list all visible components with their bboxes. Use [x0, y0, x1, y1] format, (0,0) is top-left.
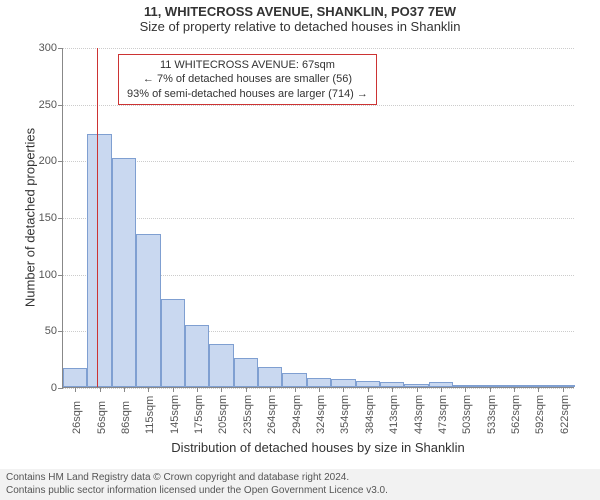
- x-tick: [75, 387, 76, 392]
- y-tick: [58, 275, 63, 276]
- y-tick-label: 100: [17, 269, 57, 281]
- x-tick: [197, 387, 198, 392]
- x-tick: [343, 387, 344, 392]
- x-tick-label: 56sqm: [96, 401, 108, 434]
- bar: [161, 299, 185, 387]
- x-tick-label: 205sqm: [217, 395, 229, 434]
- y-tick: [58, 218, 63, 219]
- y-tick: [58, 388, 63, 389]
- annotation-box: 11 WHITECROSS AVENUE: 67sqm← 7% of detac…: [118, 54, 377, 105]
- x-tick-label: 324sqm: [315, 395, 327, 434]
- bar: [112, 158, 136, 387]
- x-tick-label: 562sqm: [510, 395, 522, 434]
- x-tick-label: 235sqm: [242, 395, 254, 434]
- bar: [87, 134, 111, 387]
- x-tick-label: 473sqm: [437, 395, 449, 434]
- y-tick-label: 300: [17, 42, 57, 54]
- x-tick: [124, 387, 125, 392]
- x-tick-label: 443sqm: [413, 395, 425, 434]
- y-tick-label: 200: [17, 155, 57, 167]
- bar: [331, 379, 355, 387]
- x-tick: [465, 387, 466, 392]
- x-tick: [295, 387, 296, 392]
- bar: [209, 344, 233, 387]
- x-tick: [148, 387, 149, 392]
- marker-line: [97, 48, 98, 387]
- bar: [136, 234, 160, 387]
- y-tick-label: 0: [17, 382, 57, 394]
- footer-line2: Contains public sector information licen…: [6, 485, 594, 498]
- x-tick-label: 294sqm: [291, 395, 303, 434]
- bar: [234, 358, 258, 387]
- x-tick: [100, 387, 101, 392]
- x-tick-label: 145sqm: [169, 395, 181, 434]
- x-tick-label: 413sqm: [388, 395, 400, 434]
- y-tick-label: 50: [17, 325, 57, 337]
- annotation-line: 93% of semi-detached houses are larger (…: [127, 87, 368, 101]
- x-tick: [441, 387, 442, 392]
- x-tick-label: 86sqm: [120, 401, 132, 434]
- footer-line1: Contains HM Land Registry data © Crown c…: [6, 472, 594, 485]
- x-tick-label: 592sqm: [534, 395, 546, 434]
- y-tick: [58, 48, 63, 49]
- x-tick-label: 115sqm: [144, 396, 156, 434]
- bar: [185, 325, 209, 387]
- footer: Contains HM Land Registry data © Crown c…: [0, 469, 600, 500]
- x-tick: [490, 387, 491, 392]
- x-tick: [246, 387, 247, 392]
- annotation-line: 11 WHITECROSS AVENUE: 67sqm: [127, 58, 368, 72]
- x-axis-label: Distribution of detached houses by size …: [62, 440, 574, 455]
- x-tick: [392, 387, 393, 392]
- x-tick: [319, 387, 320, 392]
- chart-area: 05010015020025030026sqm56sqm86sqm115sqm1…: [62, 48, 574, 418]
- x-tick: [514, 387, 515, 392]
- y-tick-label: 250: [17, 99, 57, 111]
- x-tick: [270, 387, 271, 392]
- x-tick-label: 264sqm: [266, 395, 278, 434]
- x-tick: [563, 387, 564, 392]
- title-line1: 11, WHITECROSS AVENUE, SHANKLIN, PO37 7E…: [0, 0, 600, 19]
- x-tick-label: 175sqm: [193, 395, 205, 434]
- x-tick-label: 384sqm: [364, 395, 376, 434]
- gridline: [63, 161, 574, 162]
- gridline: [63, 218, 574, 219]
- bar: [63, 368, 87, 387]
- bar: [282, 373, 306, 387]
- y-tick: [58, 331, 63, 332]
- chart-container: 11, WHITECROSS AVENUE, SHANKLIN, PO37 7E…: [0, 0, 600, 500]
- x-tick-label: 354sqm: [339, 395, 351, 434]
- y-tick: [58, 161, 63, 162]
- annotation-line: ← 7% of detached houses are smaller (56): [127, 72, 368, 86]
- x-tick: [417, 387, 418, 392]
- bar: [307, 378, 331, 387]
- x-tick: [173, 387, 174, 392]
- x-tick: [221, 387, 222, 392]
- y-tick: [58, 105, 63, 106]
- x-tick-label: 533sqm: [486, 395, 498, 434]
- bar: [258, 367, 282, 387]
- x-tick-label: 26sqm: [71, 401, 83, 434]
- x-tick-label: 622sqm: [559, 395, 571, 434]
- gridline: [63, 48, 574, 49]
- x-tick: [368, 387, 369, 392]
- title-line2: Size of property relative to detached ho…: [0, 19, 600, 34]
- plot-region: 05010015020025030026sqm56sqm86sqm115sqm1…: [62, 48, 574, 388]
- x-tick: [538, 387, 539, 392]
- x-tick-label: 503sqm: [461, 395, 473, 434]
- y-tick-label: 150: [17, 212, 57, 224]
